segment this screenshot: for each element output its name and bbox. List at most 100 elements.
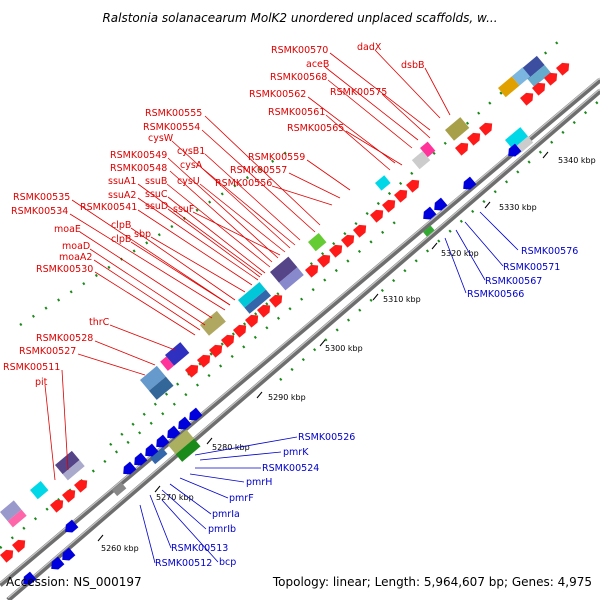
- forward-gene-arrow[interactable]: [556, 60, 572, 76]
- reverse-gene-arrow[interactable]: [120, 461, 137, 478]
- reverse-gene-arrow[interactable]: [420, 206, 437, 223]
- forward-gene-arrow[interactable]: [269, 292, 285, 308]
- reverse-gene-arrow[interactable]: [62, 519, 79, 536]
- gene-label-moae[interactable]: moaE: [54, 224, 81, 235]
- gene-label-pmrib[interactable]: pmrIb: [208, 524, 236, 535]
- gene-label-rsmk00571[interactable]: RSMK00571: [503, 262, 560, 273]
- gene-label-ssua1[interactable]: ssuA1: [108, 176, 136, 187]
- gene-label-ssud[interactable]: ssuD: [145, 201, 168, 212]
- gene-label-rsmk00512[interactable]: RSMK00512: [155, 558, 212, 569]
- gene-label-rsmk00559[interactable]: RSMK00559: [248, 152, 305, 163]
- gene-label-cysb1[interactable]: cysB1: [177, 146, 205, 157]
- forward-gene-arrow[interactable]: [532, 80, 548, 96]
- gene-label-rsmk00530[interactable]: RSMK00530: [36, 264, 93, 275]
- gene-label-rsmk00549[interactable]: RSMK00549: [110, 150, 167, 161]
- gene-label-rsmk00534[interactable]: RSMK00534: [11, 206, 68, 217]
- forward-gene-arrow[interactable]: [209, 342, 225, 358]
- gene-label-dadx[interactable]: dadX: [357, 42, 382, 53]
- gene-label-pmrf[interactable]: pmrF: [229, 493, 254, 504]
- forward-gene-arrow[interactable]: [341, 232, 357, 248]
- gene-label-cysw[interactable]: cysW: [148, 133, 174, 144]
- gene-label-rsmk00524[interactable]: RSMK00524: [262, 463, 319, 474]
- gene-label-rsmk00562[interactable]: RSMK00562: [249, 89, 306, 100]
- gene-label-rsmk00548[interactable]: RSMK00548: [110, 163, 167, 174]
- forward-gene-arrow[interactable]: [317, 252, 333, 268]
- gene-label-aceb[interactable]: aceB: [306, 59, 329, 70]
- gene-label-rsmk00528[interactable]: RSMK00528: [36, 333, 93, 344]
- gene-label-pmrh[interactable]: pmrH: [246, 477, 272, 488]
- gene-label-thrc[interactable]: thrC: [89, 317, 110, 328]
- gene-label-rsmk00566[interactable]: RSMK00566: [467, 289, 524, 300]
- gene-label-pmrk[interactable]: pmrK: [283, 447, 309, 458]
- gene-label-moad[interactable]: moaD: [62, 241, 90, 252]
- forward-gene-arrow[interactable]: [382, 197, 398, 213]
- gene-label-rsmk00513[interactable]: RSMK00513: [171, 543, 228, 554]
- gene-label-sbp[interactable]: sbp: [134, 229, 151, 240]
- gene-label-ssuf[interactable]: ssuF: [173, 204, 194, 215]
- gene-label-ssua2[interactable]: ssuA2: [108, 190, 136, 201]
- gene-label-rsmk00568[interactable]: RSMK00568: [270, 72, 327, 83]
- forward-gene-arrow[interactable]: [353, 222, 369, 238]
- forward-gene-arrow[interactable]: [455, 140, 471, 156]
- gene-label-clpb-2[interactable]: clpB: [111, 234, 131, 245]
- gene-label-rsmk00535[interactable]: RSMK00535: [13, 192, 70, 203]
- reverse-gene-arrow[interactable]: [48, 556, 65, 573]
- gene-label-rsmk00565[interactable]: RSMK00565: [287, 123, 344, 134]
- reverse-gene-arrow[interactable]: [20, 571, 37, 588]
- gene-label-pit[interactable]: pit: [35, 377, 48, 388]
- gene-label-clpb-1[interactable]: clpB: [111, 220, 131, 231]
- gene-label-ssub[interactable]: ssuB: [145, 176, 167, 187]
- gene-label-cysa[interactable]: cysA: [180, 160, 203, 171]
- gene-label-rsmk00527[interactable]: RSMK00527: [19, 346, 76, 357]
- forward-gene-arrow[interactable]: [62, 487, 78, 503]
- forward-gene-arrow[interactable]: [257, 302, 273, 318]
- gene-label-cysu[interactable]: cysU: [177, 176, 200, 187]
- forward-gene-arrow[interactable]: [406, 177, 422, 193]
- forward-gene-arrow[interactable]: [197, 352, 213, 368]
- forward-gene-arrow[interactable]: [221, 332, 237, 348]
- gene-label-dsbb[interactable]: dsbB: [401, 60, 425, 71]
- reverse-gene-arrow[interactable]: [175, 416, 192, 433]
- reverse-gene-arrow[interactable]: [186, 407, 203, 424]
- gene-label-rsmk00575[interactable]: RSMK00575: [330, 87, 387, 98]
- forward-gene-arrow[interactable]: [185, 362, 201, 378]
- gene-label-rsmk00555[interactable]: RSMK00555: [145, 108, 202, 119]
- reverse-gene-arrow[interactable]: [142, 443, 159, 460]
- forward-gene-arrow[interactable]: [370, 207, 386, 223]
- forward-gene-arrow[interactable]: [479, 120, 495, 136]
- gene-blocks-forward: [0, 55, 551, 528]
- forward-gene-arrow[interactable]: [233, 322, 249, 338]
- reverse-gene-arrow[interactable]: [131, 452, 148, 469]
- gene-label-rsmk00570[interactable]: RSMK00570: [271, 45, 328, 56]
- gene-label-rsmk00554[interactable]: RSMK00554: [143, 122, 200, 133]
- reverse-gene-arrow[interactable]: [59, 547, 76, 564]
- forward-gene-arrow[interactable]: [0, 547, 16, 563]
- gene-label-pmria[interactable]: pmrIa: [212, 509, 240, 520]
- forward-gene-arrow[interactable]: [74, 477, 90, 493]
- forward-gene-arrow[interactable]: [305, 262, 321, 278]
- gene-label-rsmk00557[interactable]: RSMK00557: [230, 165, 287, 176]
- forward-gene-arrow[interactable]: [467, 130, 483, 146]
- reverse-gene-arrow[interactable]: [505, 143, 522, 160]
- gene-label-moaa2[interactable]: moaA2: [59, 252, 92, 263]
- reverse-gene-arrow[interactable]: [460, 176, 477, 193]
- gene-label-rsmk00511[interactable]: RSMK00511: [3, 362, 60, 373]
- gene-label-rsmk00561[interactable]: RSMK00561: [268, 107, 325, 118]
- forward-gene-arrow[interactable]: [544, 70, 560, 86]
- gene-label-rsmk00556[interactable]: RSMK00556: [215, 178, 272, 189]
- reverse-gene-arrow[interactable]: [431, 197, 448, 214]
- gene-label-rsmk00526[interactable]: RSMK00526: [298, 432, 355, 443]
- gene-label-rsmk00541[interactable]: RSMK00541: [80, 202, 137, 213]
- forward-gene-arrow[interactable]: [394, 187, 410, 203]
- gene-label-bcp[interactable]: bcp: [219, 557, 236, 568]
- forward-gene-arrow[interactable]: [12, 537, 28, 553]
- forward-gene-arrow[interactable]: [520, 90, 536, 106]
- gene-label-rsmk00567[interactable]: RSMK00567: [485, 276, 542, 287]
- reverse-gene-arrow[interactable]: [164, 425, 181, 442]
- forward-gene-arrow[interactable]: [329, 242, 345, 258]
- gene-label-ssuc[interactable]: ssuC: [145, 189, 168, 200]
- forward-gene-arrow[interactable]: [50, 497, 66, 513]
- forward-gene-arrow[interactable]: [245, 312, 261, 328]
- gene-label-rsmk00576[interactable]: RSMK00576: [521, 246, 578, 257]
- reverse-gene-arrow[interactable]: [153, 434, 170, 451]
